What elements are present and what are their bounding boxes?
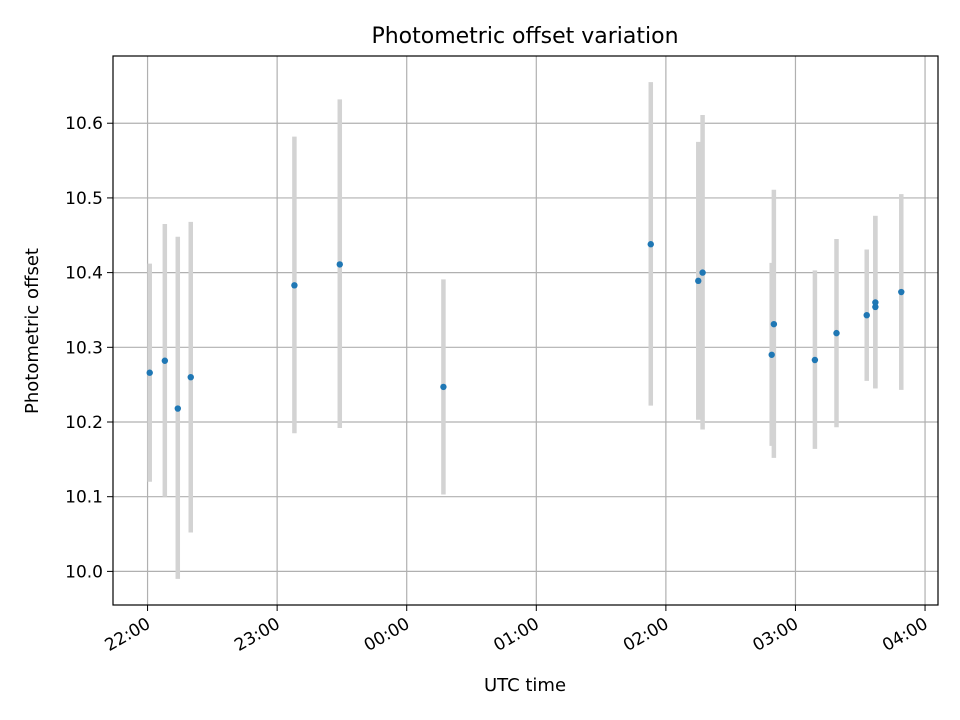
y-axis: 10.0 10.1 10.2 10.3 10.4 10.5 10.6	[65, 114, 113, 582]
data-point	[872, 299, 879, 306]
y-axis-label: Photometric offset	[22, 248, 43, 414]
data-point	[161, 357, 169, 364]
y-tick-label: 10.6	[65, 114, 103, 134]
x-tick-label: 01:00	[490, 614, 542, 656]
error-bars	[147, 82, 904, 579]
chart-title: Photometric offset variation	[371, 24, 678, 49]
y-tick-label: 10.4	[65, 264, 103, 284]
y-tick-label: 10.1	[65, 488, 103, 508]
y-tick-label: 10.5	[65, 189, 103, 209]
grid	[113, 56, 938, 605]
data-point	[863, 311, 870, 319]
x-tick-label: 00:00	[361, 614, 413, 656]
data-point	[699, 269, 706, 276]
x-tick-label: 22:00	[102, 614, 154, 656]
x-tick-label: 03:00	[750, 614, 802, 656]
y-tick-label: 10.0	[65, 562, 103, 582]
data-point	[291, 282, 298, 289]
plot-frame	[112, 55, 939, 606]
x-tick-label: 02:00	[620, 614, 672, 656]
x-tick-label: 23:00	[231, 614, 283, 656]
y-tick-label: 10.2	[65, 413, 103, 433]
y-tick-label: 10.3	[65, 338, 103, 358]
data-point	[336, 261, 343, 268]
data-point	[440, 383, 447, 391]
data-point	[174, 405, 181, 412]
data-point	[187, 373, 194, 381]
x-axis: 22:00 23:00 00:00 01:00 02:00 03:00 04:00	[102, 605, 932, 656]
data-point	[647, 241, 654, 248]
x-axis-label: UTC time	[484, 675, 566, 696]
data-point	[695, 277, 702, 285]
data-point	[833, 329, 840, 337]
data-points	[146, 241, 905, 412]
data-point	[898, 288, 905, 296]
data-point	[146, 369, 153, 376]
data-point	[770, 320, 778, 328]
x-tick-label: 04:00	[879, 614, 931, 656]
data-point	[811, 356, 819, 364]
data-point	[768, 351, 775, 358]
data-point	[872, 303, 879, 311]
